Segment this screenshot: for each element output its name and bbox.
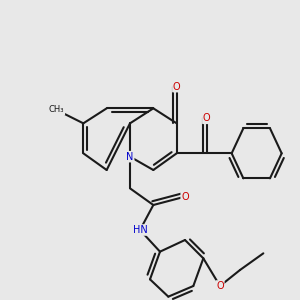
Text: N: N [126, 152, 134, 162]
Text: O: O [216, 281, 224, 291]
Text: O: O [181, 192, 189, 202]
Text: O: O [203, 113, 211, 123]
Text: O: O [173, 82, 181, 92]
Text: CH₃: CH₃ [49, 106, 64, 115]
Text: HN: HN [133, 225, 147, 235]
